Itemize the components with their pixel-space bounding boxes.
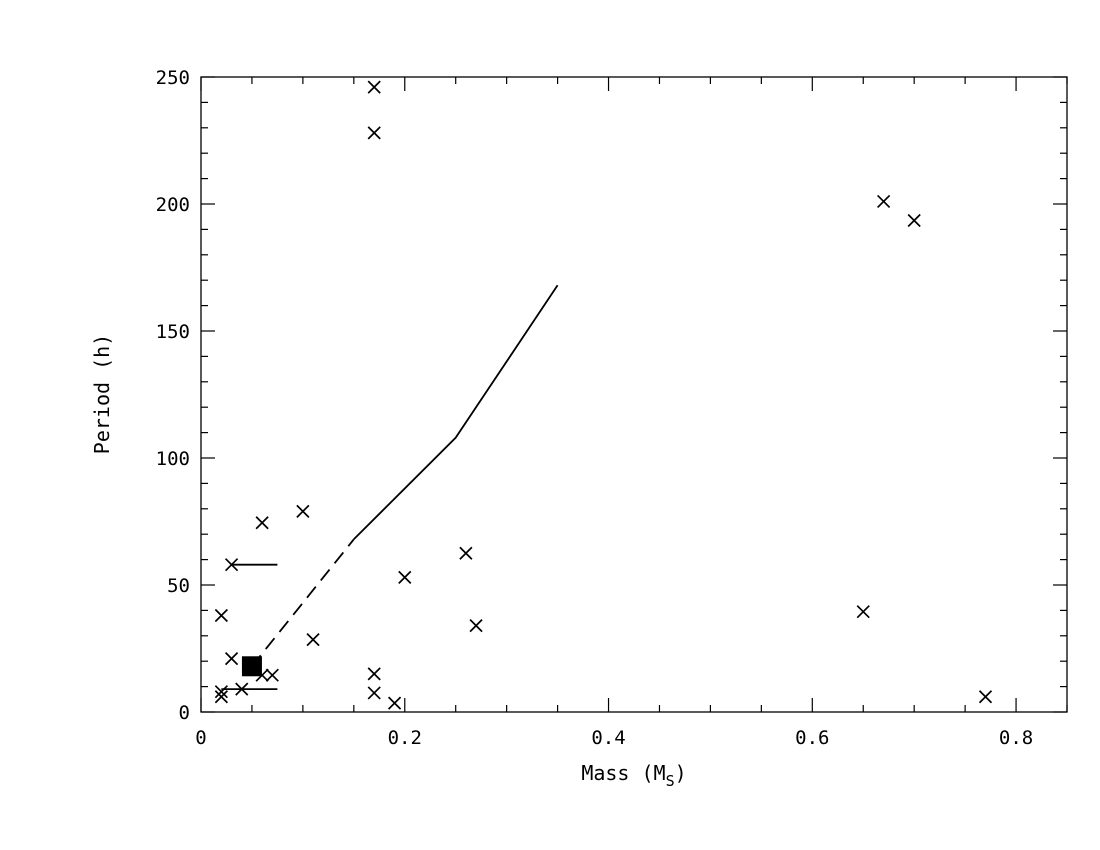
cross-marker	[214, 608, 228, 623]
cross-marker	[398, 570, 412, 584]
cross-marker	[235, 682, 249, 696]
y-axis-label: Period (h)	[90, 334, 114, 454]
cross-marker	[978, 690, 993, 704]
y-tick-label: 50	[167, 575, 190, 597]
curves	[251, 284, 559, 667]
cross-marker	[367, 80, 381, 94]
y-tick-label: 250	[156, 67, 190, 89]
y-tick-label: 0	[179, 702, 190, 724]
cross-marker	[907, 213, 921, 228]
model-curve-solid	[353, 284, 559, 540]
x-tick-labels: 0 0.2 0.4 0.6 0.8	[195, 727, 1033, 749]
cross-marker	[367, 126, 381, 140]
cross-marker	[306, 633, 320, 647]
square-marker	[241, 656, 262, 677]
cross-marker	[214, 685, 228, 699]
x-tick-label: 0.2	[388, 727, 422, 749]
y-tick-label: 100	[156, 448, 190, 470]
y-tick-labels: 0 50 100 150 200 250	[156, 67, 190, 724]
cross-marker	[459, 546, 473, 560]
cross-marker	[877, 194, 891, 209]
y-tick-label: 150	[156, 321, 190, 343]
cross-marker	[255, 516, 269, 530]
model-curve-dashed	[251, 538, 355, 667]
plot-frame	[200, 76, 1068, 713]
cross-marker	[265, 668, 279, 682]
cross-marker	[214, 690, 228, 704]
y-tick-label: 200	[156, 194, 190, 216]
cross-marker	[367, 667, 381, 681]
x-tick-label: 0.6	[795, 727, 829, 749]
cross-marker	[296, 504, 310, 518]
axis-ticks	[200, 76, 1068, 713]
cross-marker	[224, 652, 239, 666]
cross-marker	[469, 619, 483, 633]
x-tick-label: 0.4	[591, 727, 625, 749]
data-markers	[214, 80, 993, 710]
cross-marker	[367, 686, 381, 700]
x-axis-label: Mass (MS)	[581, 761, 686, 790]
x-tick-label: 0.8	[999, 727, 1033, 749]
x-tick-label: 0	[195, 727, 206, 749]
cross-marker	[856, 605, 870, 619]
cross-marker	[224, 558, 239, 572]
cross-marker	[387, 696, 402, 710]
limit-lines	[221, 563, 278, 691]
